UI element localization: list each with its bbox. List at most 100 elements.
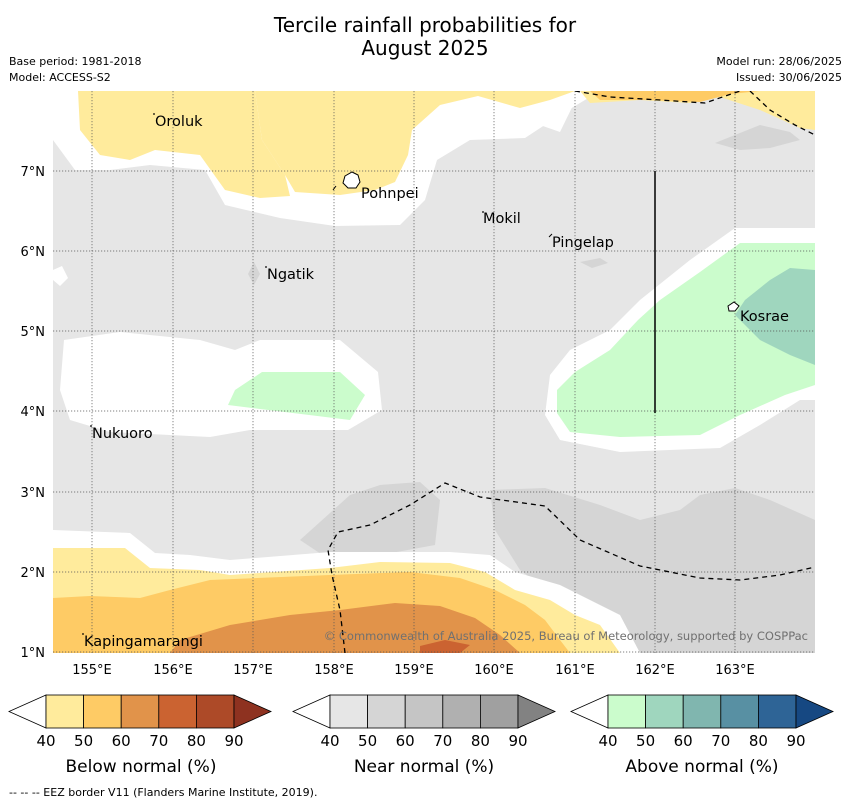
lon-tick-160: 160°E (474, 663, 514, 678)
latitude-ticks: 7°N 6°N 5°N 4°N 3°N 2°N 1°N (21, 165, 46, 661)
colorbar-near-segment (479, 694, 519, 729)
colorbar-below-tick: 50 (74, 732, 93, 750)
near-normal-60-patch-ngatik (248, 262, 260, 285)
issued-date: Issued: 30/06/2025 (735, 71, 842, 84)
label-mokil: Mokil (483, 211, 521, 227)
colorbar-above-segment (607, 694, 646, 729)
colorbar-below-tick: 60 (112, 732, 131, 750)
probability-field (53, 91, 815, 653)
near-normal-60-patch-north (715, 125, 800, 150)
longitude-ticks: 155°E 156°E 157°E 158°E 159°E 160°E 161°… (72, 663, 755, 678)
below-normal-50-north-east (580, 91, 815, 130)
label-kosrae: Kosrae (740, 309, 789, 325)
above-normal-50-west (228, 372, 365, 420)
pohnpei-island (342, 171, 361, 189)
colorbar-near-segment (329, 694, 368, 729)
lon-tick-157: 157°E (233, 663, 273, 678)
copyright-credit: © Commonwealth of Australia 2025, Bureau… (324, 629, 808, 643)
colorbar-below-normal: Below normal (%) 40 50 60 70 80 90 (8, 694, 272, 777)
lon-tick-156: 156°E (153, 663, 193, 678)
model-run: Model run: 28/06/2025 (716, 55, 842, 68)
lon-tick-163: 163°E (715, 663, 755, 678)
grid-lines (53, 91, 815, 653)
kosrae-island (727, 301, 740, 312)
colorbar-below-segment (83, 694, 122, 729)
colorbar-near-segment (367, 694, 406, 729)
nukuoro-marker (90, 425, 92, 427)
colorbar-near-segment (404, 694, 444, 729)
colorbar-above-segment (682, 694, 722, 729)
base-period: Base period: 1981-2018 (9, 55, 142, 68)
below-normal-60-north-east (590, 91, 760, 102)
colorbar-below-under-triangle (8, 694, 47, 729)
colorbar-above-tick: 40 (598, 732, 617, 750)
colorbar-below-tick: 70 (149, 732, 168, 750)
colorbar-above-tick: 70 (711, 732, 730, 750)
label-oroluk: Oroluk (155, 114, 203, 130)
colorbar-near-tick: 50 (358, 732, 377, 750)
kapingamarangi-marker (82, 633, 84, 635)
near-normal-60-patch-southeast (490, 488, 815, 653)
colorbar-near-tick: 80 (471, 732, 490, 750)
lat-tick-3: 3°N (21, 486, 46, 501)
lat-tick-6: 6°N (21, 245, 46, 260)
below-normal-80-south (420, 640, 470, 653)
colorbar-above-tick: 80 (749, 732, 768, 750)
lat-tick-7: 7°N (21, 165, 46, 180)
colorbar-near-segment (442, 694, 481, 729)
oroluk-marker (153, 113, 155, 115)
white-spot-west (53, 266, 68, 286)
title-line-2: August 2025 (361, 36, 489, 60)
colorbar-near-tick: 40 (320, 732, 339, 750)
colorbar-above-normal: Above normal (%) 40 50 60 70 80 90 (570, 694, 834, 777)
colorbar-near-over-triangle (517, 694, 556, 729)
label-ngatik: Ngatik (267, 267, 315, 283)
colorbar-below-segment (120, 694, 160, 729)
colorbar-above-segment (720, 694, 759, 729)
pingelap-marker (548, 233, 553, 238)
meta-right: Model run: 28/06/2025 Issued: 30/06/2025 (716, 54, 842, 86)
colorbar-near-tick: 90 (508, 732, 527, 750)
lon-tick-159: 159°E (394, 663, 434, 678)
above-normal-60-east (735, 268, 815, 365)
near-normal-60-patch-center (300, 482, 440, 560)
colorbar-above-over-triangle (795, 694, 834, 729)
colorbar-near-tick: 70 (433, 732, 452, 750)
colorbar-near-normal: Near normal (%) 40 50 60 70 80 90 (292, 694, 556, 777)
label-pohnpei: Pohnpei (361, 186, 419, 202)
colorbar-above-segment (758, 694, 797, 729)
title-line-1: Tercile rainfall probabilities for (273, 13, 577, 37)
colorbar-below-title: Below normal (%) (66, 757, 217, 777)
lon-tick-158: 158°E (314, 663, 354, 678)
eez-legend-footer: -- -- -- EEZ border V11 (Flanders Marine… (9, 786, 318, 799)
lon-tick-155: 155°E (72, 663, 112, 678)
below-normal-70-south (170, 603, 520, 653)
lat-tick-2: 2°N (21, 566, 46, 581)
label-kapingamarangi: Kapingamarangi (84, 634, 203, 650)
meta-left: Base period: 1981-2018 Model: ACCESS-S2 (9, 54, 141, 86)
near-normal-60-patch-small (580, 258, 608, 268)
colorbar-above-segment (645, 694, 684, 729)
colorbar-near-tick: 60 (396, 732, 415, 750)
lat-tick-1: 1°N (21, 646, 46, 661)
colorbar-below-segment (45, 694, 84, 729)
above-normal-50-east (557, 243, 815, 437)
below-normal-50-north (78, 91, 575, 195)
ngatik-marker (265, 266, 267, 268)
colorbar-below-over-triangle (233, 694, 272, 729)
label-pingelap: Pingelap (552, 235, 614, 251)
colorbar-near-under-triangle (292, 694, 331, 729)
colorbar-below-tick: 90 (224, 732, 243, 750)
mokil-marker (482, 211, 484, 213)
lat-tick-5: 5°N (21, 325, 46, 340)
colorbar-below-tick: 80 (187, 732, 206, 750)
eez-border (327, 91, 815, 653)
colorbar-above-tick: 60 (674, 732, 693, 750)
pohnpei-reef (332, 185, 337, 191)
colorbar-above-title: Above normal (%) (625, 757, 778, 777)
colorbar-above-tick: 90 (786, 732, 805, 750)
chart-title: Tercile rainfall probabilities for Augus… (0, 14, 850, 60)
label-nukuoro: Nukuoro (92, 426, 153, 442)
colorbar-near-title: Near normal (%) (354, 757, 494, 777)
